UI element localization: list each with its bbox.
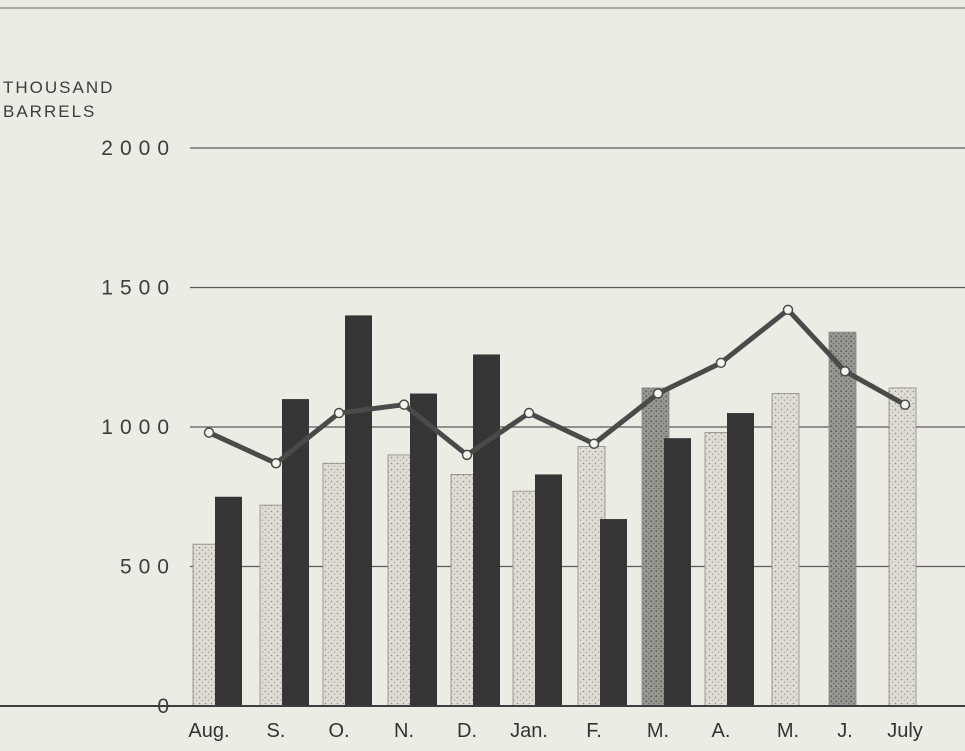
bar-dark — [473, 354, 500, 706]
x-tick-label: A. — [712, 720, 731, 742]
line-point — [461, 449, 473, 461]
line-point — [333, 407, 345, 419]
line-point — [203, 427, 215, 438]
x-tick-label: D. — [457, 720, 477, 742]
x-tick-label: O. — [328, 720, 349, 742]
y-tick-label: 500 — [120, 556, 176, 579]
bar-light — [771, 393, 800, 707]
bars — [192, 315, 917, 707]
bar-dark — [345, 315, 372, 706]
line-series — [203, 304, 911, 469]
x-tick-label: N. — [394, 720, 414, 742]
y-axis-title: THOUSAND BARRELS — [3, 78, 114, 121]
line-point — [523, 407, 535, 419]
x-tick-label: F. — [586, 720, 602, 742]
bar-light — [888, 387, 917, 707]
line-point — [270, 458, 282, 469]
line-point — [839, 365, 851, 377]
x-tick-label: M. — [777, 720, 799, 742]
line-point — [715, 357, 727, 369]
line-path — [207, 307, 907, 466]
x-tick-label: July — [887, 720, 923, 742]
bar-dark — [600, 519, 627, 706]
line-point — [398, 399, 410, 410]
y-axis-title-line: THOUSAND — [3, 78, 114, 97]
line-point — [782, 304, 794, 316]
x-tick-label: Jan. — [510, 720, 548, 742]
y-tick-label: 1500 — [101, 277, 176, 300]
line-point — [652, 388, 664, 399]
line-point — [899, 399, 911, 410]
bar-dark — [535, 474, 562, 706]
x-tick-labels: Aug. S. O. N. D. Jan. F. M. A. M. J. July — [188, 720, 922, 742]
y-axis-title-line: BARRELS — [3, 102, 96, 121]
x-tick-label: Aug. — [188, 720, 229, 742]
y-tick-label: 1000 — [101, 416, 176, 439]
bar-light — [828, 331, 857, 707]
x-tick-label: M. — [647, 720, 669, 742]
x-tick-label: S. — [267, 720, 286, 742]
line-point — [588, 438, 600, 449]
bar-dark — [664, 438, 691, 706]
bar-dark — [215, 496, 242, 706]
bar-dark — [410, 393, 437, 706]
x-tick-label: J. — [837, 720, 853, 742]
bar-dark — [727, 413, 754, 706]
y-tick-label: 2000 — [101, 137, 176, 160]
